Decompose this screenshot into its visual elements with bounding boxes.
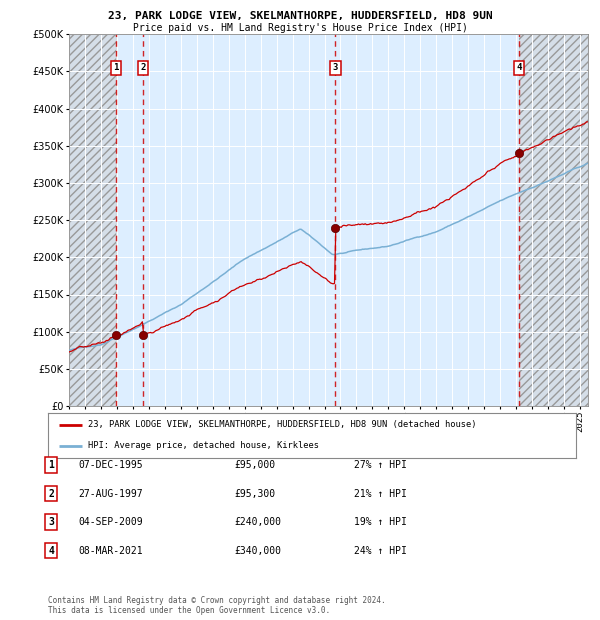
Text: 3: 3 <box>332 63 338 72</box>
Text: Price paid vs. HM Land Registry's House Price Index (HPI): Price paid vs. HM Land Registry's House … <box>133 23 467 33</box>
Text: 19% ↑ HPI: 19% ↑ HPI <box>354 517 407 527</box>
Text: 23, PARK LODGE VIEW, SKELMANTHORPE, HUDDERSFIELD, HD8 9UN: 23, PARK LODGE VIEW, SKELMANTHORPE, HUDD… <box>107 11 493 21</box>
Text: 24% ↑ HPI: 24% ↑ HPI <box>354 546 407 556</box>
Text: 27% ↑ HPI: 27% ↑ HPI <box>354 460 407 470</box>
Text: 2: 2 <box>48 489 54 498</box>
Text: 04-SEP-2009: 04-SEP-2009 <box>78 517 143 527</box>
Text: £340,000: £340,000 <box>234 546 281 556</box>
Bar <box>69 34 116 406</box>
Bar <box>69 34 116 406</box>
Text: HPI: Average price, detached house, Kirklees: HPI: Average price, detached house, Kirk… <box>88 441 319 450</box>
Text: £95,000: £95,000 <box>234 460 275 470</box>
Text: 07-DEC-1995: 07-DEC-1995 <box>78 460 143 470</box>
Text: 4: 4 <box>517 63 522 72</box>
Text: 4: 4 <box>48 546 54 556</box>
Text: 2: 2 <box>140 63 146 72</box>
Text: £95,300: £95,300 <box>234 489 275 498</box>
Text: 27-AUG-1997: 27-AUG-1997 <box>78 489 143 498</box>
Text: £240,000: £240,000 <box>234 517 281 527</box>
Bar <box>519 34 588 406</box>
Text: 08-MAR-2021: 08-MAR-2021 <box>78 546 143 556</box>
Text: 3: 3 <box>48 517 54 527</box>
Text: Contains HM Land Registry data © Crown copyright and database right 2024.
This d: Contains HM Land Registry data © Crown c… <box>48 596 386 615</box>
Text: 1: 1 <box>113 63 118 72</box>
Text: 23, PARK LODGE VIEW, SKELMANTHORPE, HUDDERSFIELD, HD8 9UN (detached house): 23, PARK LODGE VIEW, SKELMANTHORPE, HUDD… <box>88 420 476 430</box>
Bar <box>519 34 588 406</box>
Text: 21% ↑ HPI: 21% ↑ HPI <box>354 489 407 498</box>
Text: 1: 1 <box>48 460 54 470</box>
